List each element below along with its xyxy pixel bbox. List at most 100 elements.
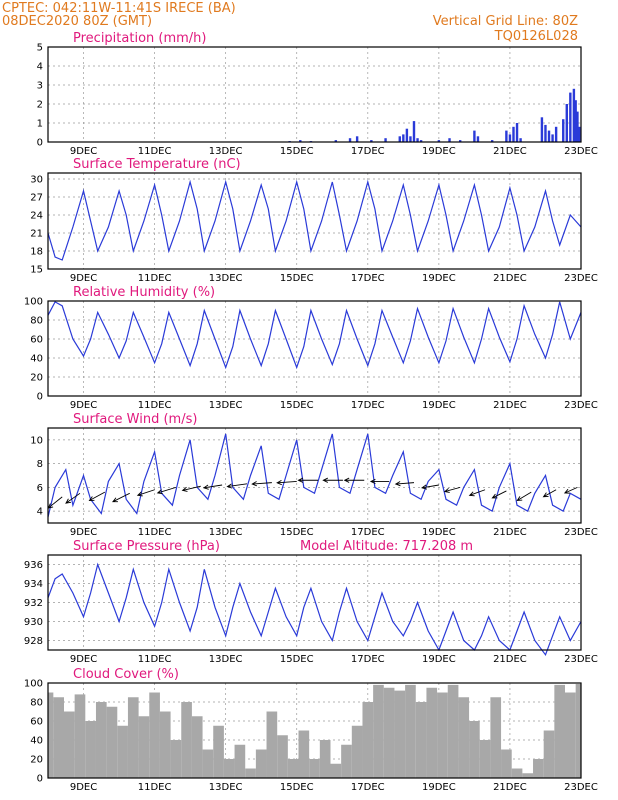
xtick-label: 19DEC — [422, 782, 456, 793]
cloud-bar — [501, 749, 512, 778]
cloud-bar — [127, 697, 139, 778]
xtick-label: 15DEC — [280, 782, 314, 793]
cloud-bar — [383, 687, 395, 778]
ytick-label: 80 — [30, 698, 43, 709]
ytick-label: 18 — [30, 247, 43, 258]
panel-frame — [47, 427, 582, 524]
cloud-bar — [394, 690, 406, 778]
precip-bar — [405, 128, 409, 142]
precip-bar — [519, 138, 522, 142]
wind-arrow — [443, 486, 461, 493]
xtick-label: 17DEC — [351, 782, 385, 793]
cloud-bar — [575, 683, 581, 778]
header-line1: CPTEC: 042:11W-11:41S IRECE (BA) — [2, 1, 236, 16]
cloud-bar — [191, 716, 203, 778]
ytick-label: 40 — [30, 354, 43, 365]
header-grid-note: Vertical Grid Line: 80Z — [433, 14, 578, 29]
cloud-bar — [223, 759, 235, 778]
wind-arrow — [156, 486, 177, 495]
precip-bar — [547, 130, 551, 142]
cloud-bar — [287, 759, 299, 778]
wind-arrow — [491, 490, 507, 499]
cloud-bar — [479, 740, 491, 778]
temp-series-line — [47, 179, 582, 261]
cloud-bar — [351, 725, 363, 778]
xtick-label: 17DEC — [351, 527, 385, 538]
ytick-label: 15 — [30, 265, 43, 276]
xtick-label: 17DEC — [351, 654, 385, 665]
panel-temp: 15 18 21 24 27 30 9DEC 11DEC 13DEC 15DEC 17DEC 19DE… — [30, 157, 598, 284]
xtick-label: 23DEC — [564, 146, 598, 157]
cloud-bar — [298, 730, 310, 778]
ytick-label: 100 — [24, 297, 43, 308]
pressure-subtitle: Model Altitude: 717.208 m — [300, 539, 473, 554]
ytick-label: 21 — [30, 229, 43, 240]
ytick-label: 8 — [37, 459, 43, 470]
precip-bar — [578, 126, 581, 142]
precip-bar — [508, 134, 512, 142]
cloud-bar — [362, 702, 374, 778]
panel-cloud: 0 20 40 60 80 100 9DEC 11DEC 13DEC 15DEC 17DEC 19DE… — [24, 667, 598, 793]
rh-title: Relative Humidity (%) — [73, 285, 215, 300]
xtick-label: 23DEC — [564, 273, 598, 284]
ytick-label: 80 — [30, 316, 43, 327]
xtick-label: 11DEC — [138, 782, 172, 793]
ytick-label: 24 — [30, 211, 43, 222]
precip-bar — [554, 126, 558, 142]
precip-title: Precipitation (mm/h) — [73, 31, 206, 46]
cloud-bar — [159, 711, 171, 778]
cloud-bar — [426, 687, 438, 778]
precip-bar — [572, 88, 576, 142]
xtick-label: 15DEC — [280, 146, 314, 157]
precip-bar — [355, 136, 359, 142]
cloud-bar — [85, 721, 96, 778]
xtick-label: 21DEC — [493, 400, 527, 411]
ytick-label: 6 — [37, 483, 43, 494]
cloud-bar — [330, 763, 342, 778]
precip-bar — [419, 140, 423, 142]
xtick-label: 21DEC — [493, 146, 527, 157]
pressure-series-line — [47, 562, 582, 657]
wind-arrow — [468, 489, 486, 497]
precip-bar — [402, 134, 405, 142]
wind-arrow — [343, 477, 365, 483]
cloud-bar — [255, 749, 267, 778]
ytick-label: 932 — [24, 598, 43, 609]
cloud-bar — [565, 692, 576, 778]
cloud-bar — [554, 684, 566, 778]
precip-bar — [348, 138, 352, 142]
cloud-bar — [373, 684, 384, 778]
xtick-label: 11DEC — [138, 527, 172, 538]
xtick-label: 13DEC — [209, 654, 243, 665]
xtick-label: 19DEC — [422, 273, 456, 284]
xtick-label: 9DEC — [70, 273, 97, 284]
cloud-bar — [234, 744, 246, 778]
precip-bar — [476, 136, 480, 142]
xtick-label: 17DEC — [351, 400, 385, 411]
rh-series-line — [47, 301, 582, 370]
precip-bar — [409, 136, 412, 142]
cloud-bar — [533, 759, 544, 778]
xtick-label: 13DEC — [209, 782, 243, 793]
cloud-bar — [149, 692, 160, 778]
cloud-bar — [437, 692, 448, 778]
ytick-label: 4 — [37, 507, 43, 518]
cloud-title: Cloud Cover (%) — [73, 667, 179, 682]
ytick-label: 60 — [30, 335, 43, 346]
ytick-label: 936 — [24, 560, 43, 571]
cloud-bar — [266, 711, 278, 778]
wind-arrow — [322, 477, 343, 483]
xtick-label: 17DEC — [351, 146, 385, 157]
precip-bar — [412, 121, 416, 142]
cloud-bar — [341, 744, 352, 778]
precip-bar — [576, 111, 579, 142]
wind-arrow — [251, 481, 272, 487]
ytick-label: 27 — [30, 193, 43, 204]
xtick-label: 11DEC — [138, 146, 172, 157]
ytick-label: 30 — [30, 175, 43, 186]
xtick-label: 23DEC — [564, 400, 598, 411]
xtick-label: 13DEC — [209, 146, 243, 157]
cloud-bar — [48, 692, 54, 778]
panel-precip: 0 1 2 3 4 5 9DEC 11DEC 13DEC 15DEC 17DEC 19DEC 21DEC… — [37, 31, 598, 157]
precip-bar — [569, 92, 572, 142]
